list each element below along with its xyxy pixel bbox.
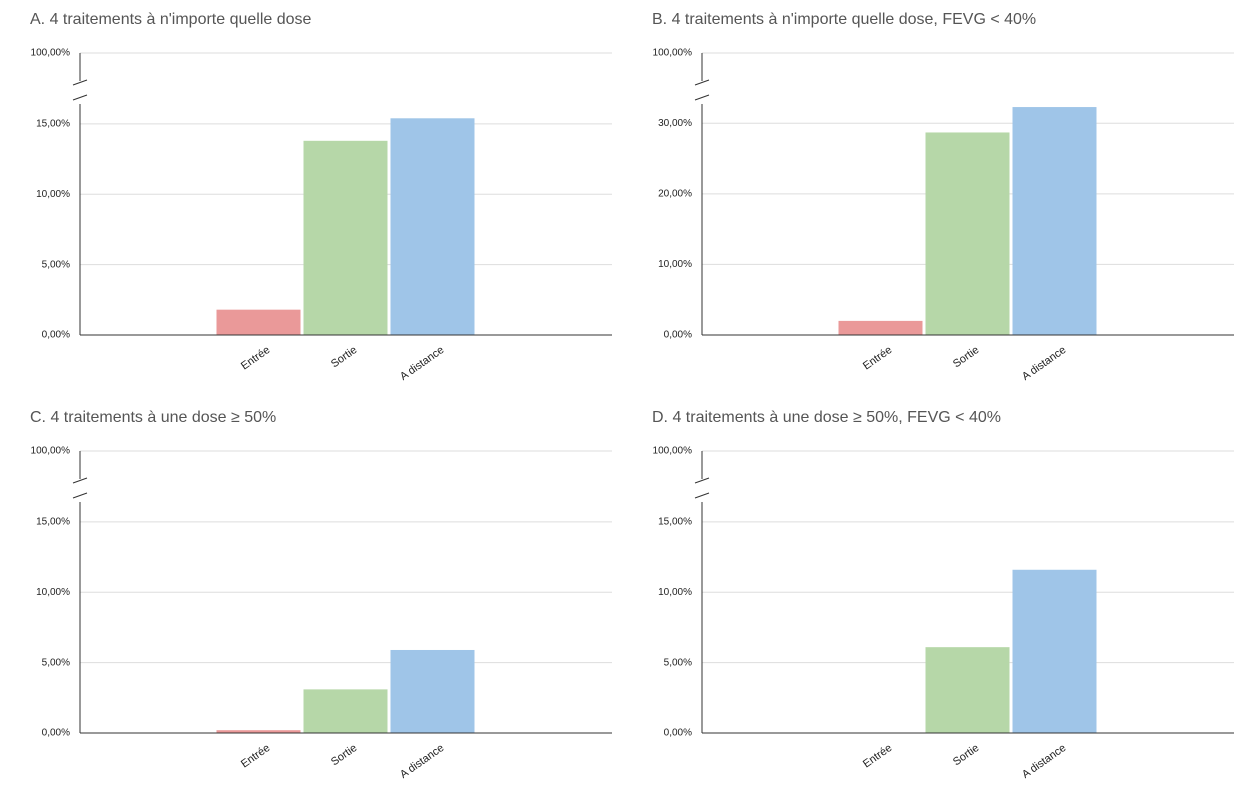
x-tick-label: A distance	[1020, 742, 1068, 781]
y-tick-label: 100,00%	[653, 48, 693, 59]
bar	[390, 649, 475, 733]
axis-break	[72, 79, 88, 86]
chart-title: A. 4 traitements à n'importe quelle dose	[30, 11, 312, 28]
y-tick-label: 5,00%	[42, 657, 70, 668]
axis-break	[694, 492, 710, 499]
y-tick-label: 10,00%	[36, 189, 70, 200]
y-tick-label: 15,00%	[658, 517, 692, 528]
axis-break	[72, 492, 88, 499]
y-tick-label: 5,00%	[664, 657, 692, 668]
y-tick-label: 0,00%	[664, 728, 692, 739]
y-tick-label: 30,00%	[658, 118, 692, 129]
bar	[216, 309, 301, 335]
bar	[216, 730, 301, 733]
chart-title: C. 4 traitements à une dose ≥ 50%	[30, 409, 276, 426]
axis-break	[694, 79, 710, 86]
y-tick-label: 100,00%	[653, 446, 693, 457]
axis-break	[694, 94, 710, 101]
bar	[303, 689, 388, 733]
bar	[925, 132, 1010, 335]
bar	[838, 320, 923, 335]
x-tick-label: Entrée	[239, 742, 272, 770]
y-tick-label: 100,00%	[31, 446, 71, 457]
x-tick-label: Sortie	[951, 742, 981, 768]
axis-break	[72, 477, 88, 484]
x-tick-label: Entrée	[861, 742, 894, 770]
y-tick-label: 20,00%	[658, 188, 692, 199]
axis-break	[694, 477, 710, 484]
y-tick-label: 0,00%	[664, 330, 692, 341]
y-tick-label: 0,00%	[42, 330, 70, 341]
axis-break	[72, 94, 88, 101]
x-tick-label: Entrée	[239, 344, 272, 372]
y-tick-label: 100,00%	[31, 48, 71, 59]
y-tick-label: 10,00%	[658, 587, 692, 598]
x-tick-label: Sortie	[329, 742, 359, 768]
x-tick-label: Entrée	[861, 344, 894, 372]
y-tick-label: 0,00%	[42, 728, 70, 739]
chart-title: B. 4 traitements à n'importe quelle dose…	[652, 11, 1036, 28]
y-tick-label: 15,00%	[36, 517, 70, 528]
bar	[925, 647, 1010, 733]
x-tick-label: A distance	[398, 344, 446, 383]
x-tick-label: A distance	[1020, 344, 1068, 383]
chart-title: D. 4 traitements à une dose ≥ 50%, FEVG …	[652, 409, 1001, 426]
bar	[390, 118, 475, 335]
y-tick-label: 15,00%	[36, 119, 70, 130]
bar	[1012, 107, 1097, 335]
y-tick-label: 5,00%	[42, 259, 70, 270]
bar	[1012, 569, 1097, 733]
bar	[303, 140, 388, 335]
x-tick-label: Sortie	[329, 344, 359, 370]
x-tick-label: Sortie	[951, 344, 981, 370]
x-tick-label: A distance	[398, 742, 446, 781]
y-tick-label: 10,00%	[36, 587, 70, 598]
y-tick-label: 10,00%	[658, 259, 692, 270]
